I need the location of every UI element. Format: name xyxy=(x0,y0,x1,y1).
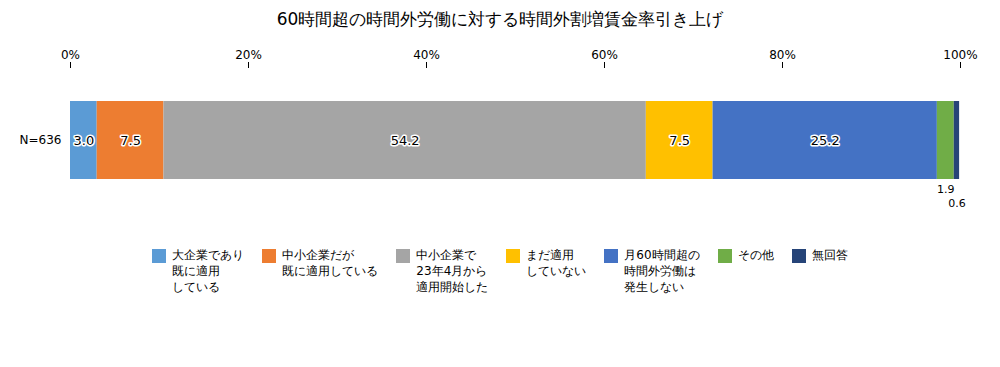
svg-text:7.5: 7.5 xyxy=(120,133,141,148)
svg-text:20%: 20% xyxy=(235,48,262,62)
html-text:中小企業で 23年4月から 適用開始した: 中小企業で 23年4月から 適用開始した xyxy=(416,248,489,295)
html-text:60時間超の時間外労働に対する時間外割増賃金率引き上げ: 60時間超の時間外労働に対する時間外割増賃金率引き上げ xyxy=(276,9,724,29)
html-text:中小企業だが 既に適用している: 中小企業だが 既に適用している xyxy=(282,248,379,279)
svg-text:60%: 60% xyxy=(591,48,618,62)
svg-text:25.2: 25.2 xyxy=(811,133,840,148)
svg-text:7.5: 7.5 xyxy=(669,133,690,148)
svg-text:1.9: 1.9 xyxy=(937,183,955,196)
html-text:その他: その他 xyxy=(737,248,774,262)
svg-text:N=636: N=636 xyxy=(20,133,62,147)
svg-text:100%: 100% xyxy=(943,48,977,62)
svg-text:80%: 80% xyxy=(769,48,796,62)
html-text:まだ適用 していない: まだ適用 していない xyxy=(526,248,587,279)
html-text:無回答: 無回答 xyxy=(811,248,848,262)
html-text:月60時間超の 時間外労働は 発生しない: 月60時間超の 時間外労働は 発生しない xyxy=(624,248,700,295)
svg-text:54.2: 54.2 xyxy=(391,133,420,148)
html-text:大企業であり 既に適用 している: 大企業であり 既に適用 している xyxy=(172,248,245,295)
svg-text:3.0: 3.0 xyxy=(74,133,95,148)
svg-text:0%: 0% xyxy=(61,48,80,62)
svg-text:40%: 40% xyxy=(413,48,440,62)
svg-text:0.6: 0.6 xyxy=(948,197,966,210)
